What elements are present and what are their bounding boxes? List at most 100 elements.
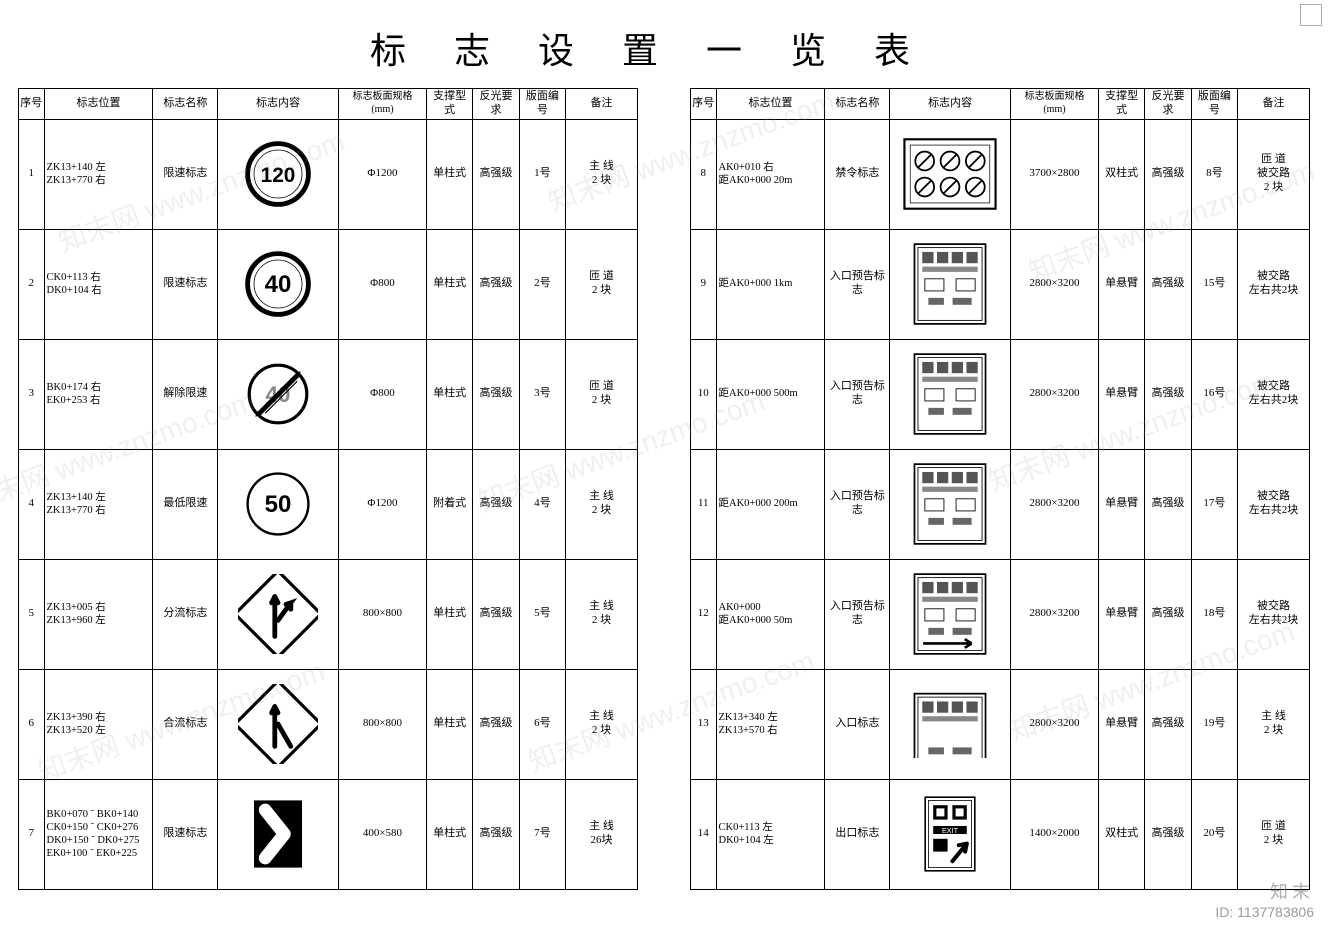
cell-content: 120 [218,119,339,229]
cell-name: 限速标志 [153,119,218,229]
cell-support: 单悬臂 [1099,449,1145,559]
cell-size: 800×800 [338,559,426,669]
cell-note: 被交路 左右共2块 [1238,339,1310,449]
cell-name: 入口预告标志 [825,229,890,339]
cell-name: 入口预告标志 [825,449,890,559]
svg-text:40: 40 [265,271,292,298]
cell-support: 单悬臂 [1099,559,1145,669]
h-reflect: 反光要求 [1145,89,1191,120]
cell-size: 1400×2000 [1010,779,1098,889]
cell-idx: 11 [691,449,717,559]
cell-note: 匝 道 2 块 [1238,779,1310,889]
cell-note: 匝 道 被交路 2 块 [1238,119,1310,229]
cell-version: 17号 [1191,449,1237,559]
cell-size: 2800×3200 [1010,449,1098,559]
h-idx: 序号 [691,89,717,120]
header-row: 序号 标志位置 标志名称 标志内容 标志板面规格 (mm) 支撑型式 反光要求 … [691,89,1310,120]
cell-name: 合流标志 [153,669,218,779]
cell-note: 主 线 2 块 [566,119,638,229]
header-row: 序号 标志位置 标志名称 标志内容 标志板面规格 (mm) 支撑型式 反光要求 … [19,89,638,120]
h-pos: 标志位置 [716,89,825,120]
cell-pos: AK0+000 距AK0+000 50m [716,559,825,669]
cell-pos: CK0+113 右 DK0+104 右 [44,229,153,339]
table-row: 12AK0+000 距AK0+000 50m入口预告标志2800×3200单悬臂… [691,559,1310,669]
sign-icon [891,561,1009,668]
cell-content: 40 [218,339,339,449]
cell-idx: 8 [691,119,717,229]
cell-idx: 4 [19,449,45,559]
cell-pos: 距AK0+000 200m [716,449,825,559]
cell-name: 入口标志 [825,669,890,779]
cell-reflect: 高强级 [1145,449,1191,559]
h-idx: 序号 [19,89,45,120]
table-row: 5ZK13+005 右 ZK13+960 左分流标志800×800单柱式高强级5… [19,559,638,669]
cell-version: 1号 [519,119,565,229]
cell-pos: AK0+010 右 距AK0+000 20m [716,119,825,229]
cell-content [890,669,1011,779]
right-table: 序号 标志位置 标志名称 标志内容 标志板面规格 (mm) 支撑型式 反光要求 … [690,88,1310,890]
cell-note: 主 线 26块 [566,779,638,889]
sign-icon: EXIT [891,781,1009,888]
cell-version: 16号 [1191,339,1237,449]
cell-content [890,559,1011,669]
cell-support: 单柱式 [427,119,473,229]
footer-watermark: 知末 ID: 1137783806 [1215,878,1314,920]
cell-support: 双柱式 [1099,119,1145,229]
cell-size: 2800×3200 [1010,339,1098,449]
cell-size: Φ800 [338,229,426,339]
footer-brand: 知末 [1215,878,1314,904]
cell-version: 8号 [1191,119,1237,229]
sign-icon: 120 [219,121,337,228]
cell-reflect: 高强级 [473,119,519,229]
h-version: 版面编号 [1191,89,1237,120]
cell-size: Φ800 [338,339,426,449]
cell-reflect: 高强级 [473,559,519,669]
h-size: 标志板面规格 (mm) [1010,89,1098,120]
cell-idx: 12 [691,559,717,669]
footer-id: ID: 1137783806 [1215,904,1314,920]
cell-pos: ZK13+005 右 ZK13+960 左 [44,559,153,669]
cell-reflect: 高强级 [1145,779,1191,889]
cell-idx: 5 [19,559,45,669]
cell-name: 限速标志 [153,779,218,889]
cell-support: 附着式 [427,449,473,559]
cell-idx: 1 [19,119,45,229]
sign-icon [891,231,1009,338]
cell-support: 单柱式 [427,559,473,669]
cell-version: 20号 [1191,779,1237,889]
h-name: 标志名称 [153,89,218,120]
cell-version: 18号 [1191,559,1237,669]
cell-pos: ZK13+340 左 ZK13+570 右 [716,669,825,779]
corner-marker [1300,4,1322,26]
cell-support: 单柱式 [427,779,473,889]
cell-name: 入口预告标志 [825,339,890,449]
cell-content [890,119,1011,229]
cell-support: 单柱式 [427,339,473,449]
cell-content [218,779,339,889]
tables-container: 序号 标志位置 标志名称 标志内容 标志板面规格 (mm) 支撑型式 反光要求 … [0,88,1328,890]
sign-icon: 50 [219,451,337,558]
cell-reflect: 高强级 [473,779,519,889]
cell-version: 19号 [1191,669,1237,779]
sign-icon [891,451,1009,558]
cell-idx: 9 [691,229,717,339]
sign-icon [891,671,1009,778]
table-row: 11距AK0+000 200m入口预告标志2800×3200单悬臂高强级17号被… [691,449,1310,559]
cell-version: 6号 [519,669,565,779]
left-table: 序号 标志位置 标志名称 标志内容 标志板面规格 (mm) 支撑型式 反光要求 … [18,88,638,890]
svg-text:EXIT: EXIT [942,826,959,835]
cell-pos: BK0+174 右 EK0+253 右 [44,339,153,449]
cell-name: 最低限速 [153,449,218,559]
h-name: 标志名称 [825,89,890,120]
sign-icon [219,671,337,778]
cell-pos: ZK13+140 左 ZK13+770 右 [44,449,153,559]
sign-icon [219,561,337,668]
h-reflect: 反光要求 [473,89,519,120]
cell-pos: ZK13+390 右 ZK13+520 左 [44,669,153,779]
cell-content [218,559,339,669]
table-row: 1ZK13+140 左 ZK13+770 右限速标志120Φ1200单柱式高强级… [19,119,638,229]
cell-idx: 7 [19,779,45,889]
cell-reflect: 高强级 [473,229,519,339]
cell-name: 禁令标志 [825,119,890,229]
cell-support: 单悬臂 [1099,339,1145,449]
